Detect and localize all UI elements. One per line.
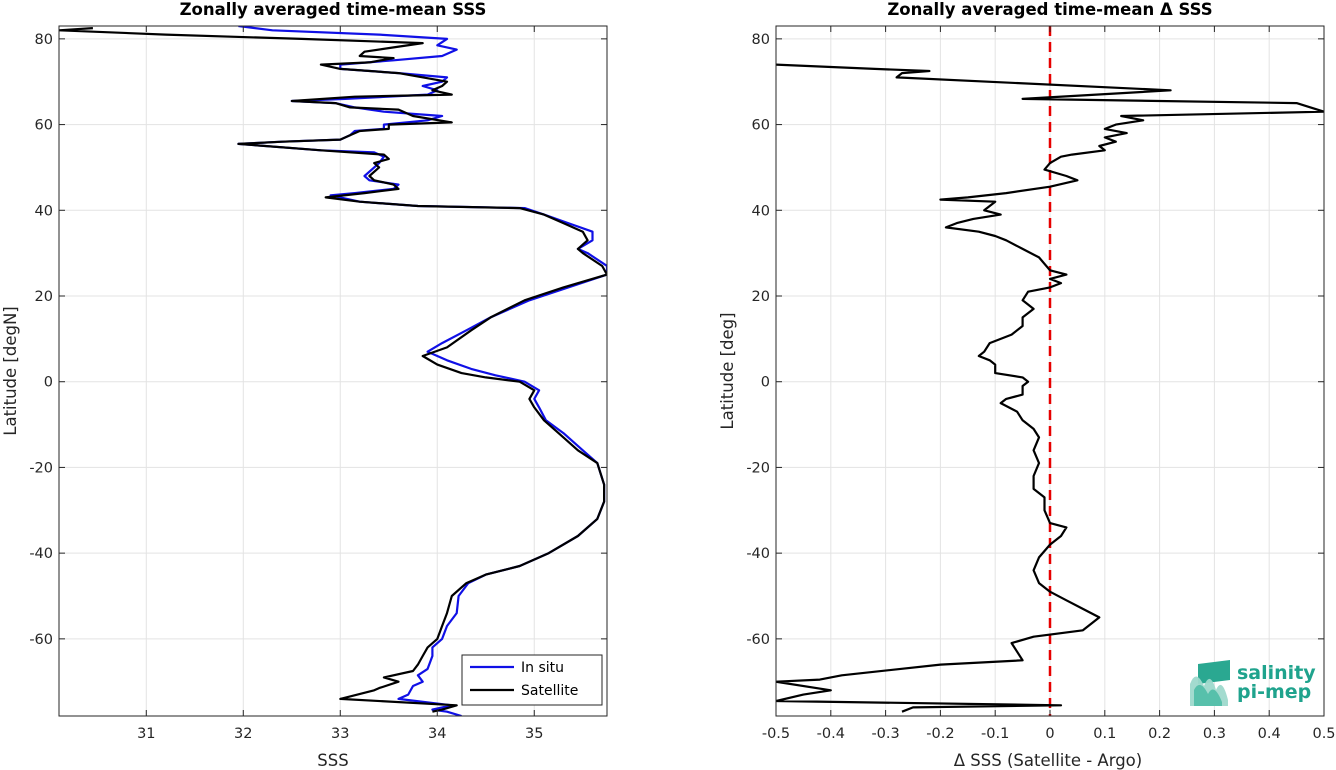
- ticks-sss: 31 32 33 34 35 -60 -40 -20 0 20 40 60 80: [29, 26, 607, 742]
- legend-box: [461, 654, 603, 706]
- y-tick-label: -40: [746, 546, 770, 562]
- axes-box-sss: [58, 25, 608, 717]
- x-tick-label: 33: [331, 726, 349, 742]
- x-axis-label-delta: Δ SSS (Satellite - Argo): [954, 751, 1142, 770]
- x-tick-label: 0.2: [1148, 726, 1171, 742]
- x-tick-label: 35: [525, 726, 543, 742]
- y-tick-label: -60: [29, 632, 53, 648]
- y-axis-label-delta: Latitude [deg]: [718, 312, 737, 429]
- y-tick-label: 60: [752, 118, 770, 134]
- y-tick-label: -60: [746, 632, 770, 648]
- y-tick-label: 40: [35, 203, 53, 219]
- y-tick-label: 60: [35, 118, 53, 134]
- legend-label-insitu: In situ: [521, 660, 564, 676]
- x-tick-label: -0.3: [871, 726, 899, 742]
- y-tick-label: 80: [35, 32, 53, 48]
- x-tick-label: 31: [137, 726, 155, 742]
- salinity-pimep-logo: salinity pi-mep: [1190, 660, 1316, 706]
- y-tick-label: -40: [29, 546, 53, 562]
- x-tick-label: 0.5: [1312, 726, 1335, 742]
- logo-text-line1: salinity: [1237, 662, 1316, 684]
- chart-delta-sss: -0.5 -0.4 -0.3 -0.2 -0.1 0 0.1 0.2 0.3 0.4 0.5 -60 -…: [718, 0, 1336, 770]
- x-tick-label: 34: [428, 726, 446, 742]
- y-tick-label: 20: [752, 289, 770, 305]
- y-tick-label: 0: [44, 375, 53, 391]
- plot-area-sss: [59, 26, 607, 716]
- y-tick-label: -20: [746, 460, 770, 476]
- x-tick-label: -0.2: [926, 726, 954, 742]
- x-axis-label-sss: SSS: [317, 751, 348, 770]
- series-line-satellite: [59, 27, 607, 713]
- x-tick-label: 0.3: [1203, 726, 1226, 742]
- grid-sss: [59, 26, 607, 716]
- ticks-delta: -0.5 -0.4 -0.3 -0.2 -0.1 0 0.1 0.2 0.3 0.4 0.5 -60 -…: [746, 26, 1336, 742]
- y-tick-label: 20: [35, 289, 53, 305]
- chart-title-sss: Zonally averaged time-mean SSS: [180, 0, 487, 19]
- y-tick-label: 80: [752, 32, 770, 48]
- legend: In situ Satellite: [461, 654, 603, 706]
- chart-title-delta: Zonally averaged time-mean Δ SSS: [887, 0, 1212, 19]
- legend-label-satellite: Satellite: [521, 683, 578, 699]
- x-tick-label: -0.5: [762, 726, 790, 742]
- x-tick-label: 0.1: [1093, 726, 1116, 742]
- series-group-sss: [59, 26, 607, 716]
- y-tick-label: -20: [29, 460, 53, 476]
- y-tick-label: 40: [752, 203, 770, 219]
- logo-wave-shape-2: [1194, 684, 1222, 706]
- series-group-delta: [776, 26, 1324, 716]
- series-line-delta-0: [776, 63, 1324, 713]
- y-tick-label: 0: [761, 375, 770, 391]
- y-axis-label-sss: Latitude [degN]: [1, 306, 20, 435]
- x-tick-label: 0: [1045, 726, 1054, 742]
- chart-sss: 31 32 33 34 35 -60 -40 -20 0 20 40 60 80 Zonally ave…: [1, 0, 608, 770]
- logo-text-line2: pi-mep: [1237, 681, 1311, 703]
- x-tick-label: -0.1: [981, 726, 1009, 742]
- logo-wave-icon: [1198, 660, 1230, 684]
- x-tick-label: -0.4: [817, 726, 845, 742]
- x-tick-label: 32: [234, 726, 252, 742]
- x-tick-label: 0.4: [1258, 726, 1281, 742]
